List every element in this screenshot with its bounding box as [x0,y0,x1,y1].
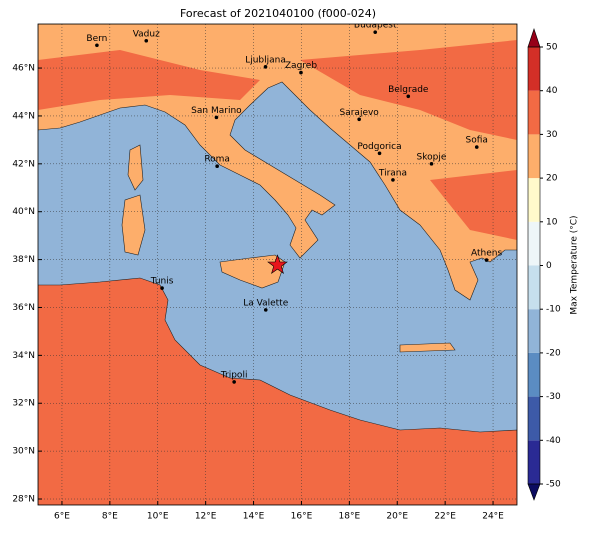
city-dot [299,70,303,75]
crete [399,342,456,353]
city-label: Tirana [378,168,407,178]
city-dot [214,115,219,120]
city-label: Bern [86,34,107,44]
city-label: Zagreb [285,61,317,71]
city-label: Budapest [354,21,397,31]
colorbar-bin [528,178,540,222]
city-label: La Valette [243,298,288,308]
sicily [219,254,286,289]
colorbar-tick-label: 20 [546,174,558,184]
city-label: Roma [204,155,230,165]
colorbar-bin [528,396,540,441]
y-tick-label: 30°N [12,447,35,457]
colorbar-bin [528,90,540,135]
x-tick-label: 12°E [195,512,217,522]
city-label: Tunis [150,277,174,287]
city-dot [160,286,164,290]
colorbar-tick-label: 50 [546,43,558,53]
colorbar-tick-label: 10 [546,217,558,227]
africa [38,277,517,505]
city-dot [377,151,382,156]
y-tick-label: 32°N [12,399,35,409]
grid [38,24,517,505]
colorbar: -50 -40 -30 -20 -10 0 10 20 30 40 50 [527,28,561,501]
city-label: San Marino [191,106,242,116]
title: Forecast of 2021040100 (f000-024) [180,7,376,20]
colorbar-tick-label: -10 [546,305,561,315]
colorbar-bin [528,221,540,266]
map-frame [37,23,518,506]
city-dot [406,94,411,99]
x-tick-label: 20°E [386,512,408,522]
city-dot [232,380,236,384]
colorbar-bin [528,47,540,91]
x-tick-label: 14°E [243,512,265,522]
x-tick-label: 24°E [482,512,504,522]
y-tick-label: 44°N [12,111,35,121]
y-tick-label: 36°N [12,303,35,313]
city-label: Ljubljana [245,55,286,65]
city-label: Athens [471,249,502,259]
colorbar-tick-label: -20 [546,348,561,358]
colorbar-tick-label: 40 [546,86,558,96]
colorbar-bin [528,309,540,353]
city-dot [429,162,434,166]
city-dot [215,164,219,169]
colorbar-bin [528,440,540,484]
y-tick-label: 40°N [12,207,35,217]
sardinia [121,194,146,256]
x-tick-label: 10°E [147,512,169,522]
y-tick-label: 34°N [12,351,35,361]
star-marker [267,254,288,274]
colorbar-tick-label: 0 [546,261,552,271]
city-dot [357,117,361,122]
x-tick-label: 6°E [54,512,70,522]
city-label: Sofia [466,136,488,146]
city-dot [263,65,268,69]
y-tick-label: 42°N [12,159,35,169]
city-dot [373,30,378,34]
city-dot [391,178,395,182]
x-tick-label: 22°E [434,512,456,522]
city-dot [474,145,479,149]
y-tick-label: 28°N [12,495,35,505]
city-label: Tripoli [220,370,248,380]
x-tick-label: 18°E [339,512,361,522]
colorbar-tick-label: -30 [546,392,561,402]
colorbar-bin [528,352,540,397]
city-label: Skopje [417,152,447,162]
city-label: Sarajevo [340,108,380,118]
x-tick-label: 8°E [102,512,118,522]
colorbar-tick-label: -50 [546,480,561,490]
colorbar-label: Max Temperature (°C) [570,215,580,314]
colorbar-tick-label: -40 [546,436,561,446]
city-label: Belgrade [388,85,429,95]
x-tick-label: 16°E [291,512,313,522]
city-dot [484,258,489,262]
colorbar-tick-label: 30 [546,130,558,140]
colorbar-under [527,483,541,501]
colorbar-bin [528,265,540,310]
city-label: Podgorica [357,142,401,152]
city-dot [95,43,99,48]
city-dot [263,308,268,312]
city-label: Vaduz [133,29,160,39]
colorbar-bin [528,134,540,179]
city-dot [144,38,149,43]
corsica [127,144,144,191]
y-tick-label: 38°N [12,255,35,265]
colorbar-over [527,28,541,48]
y-tick-label: 46°N [12,64,35,74]
